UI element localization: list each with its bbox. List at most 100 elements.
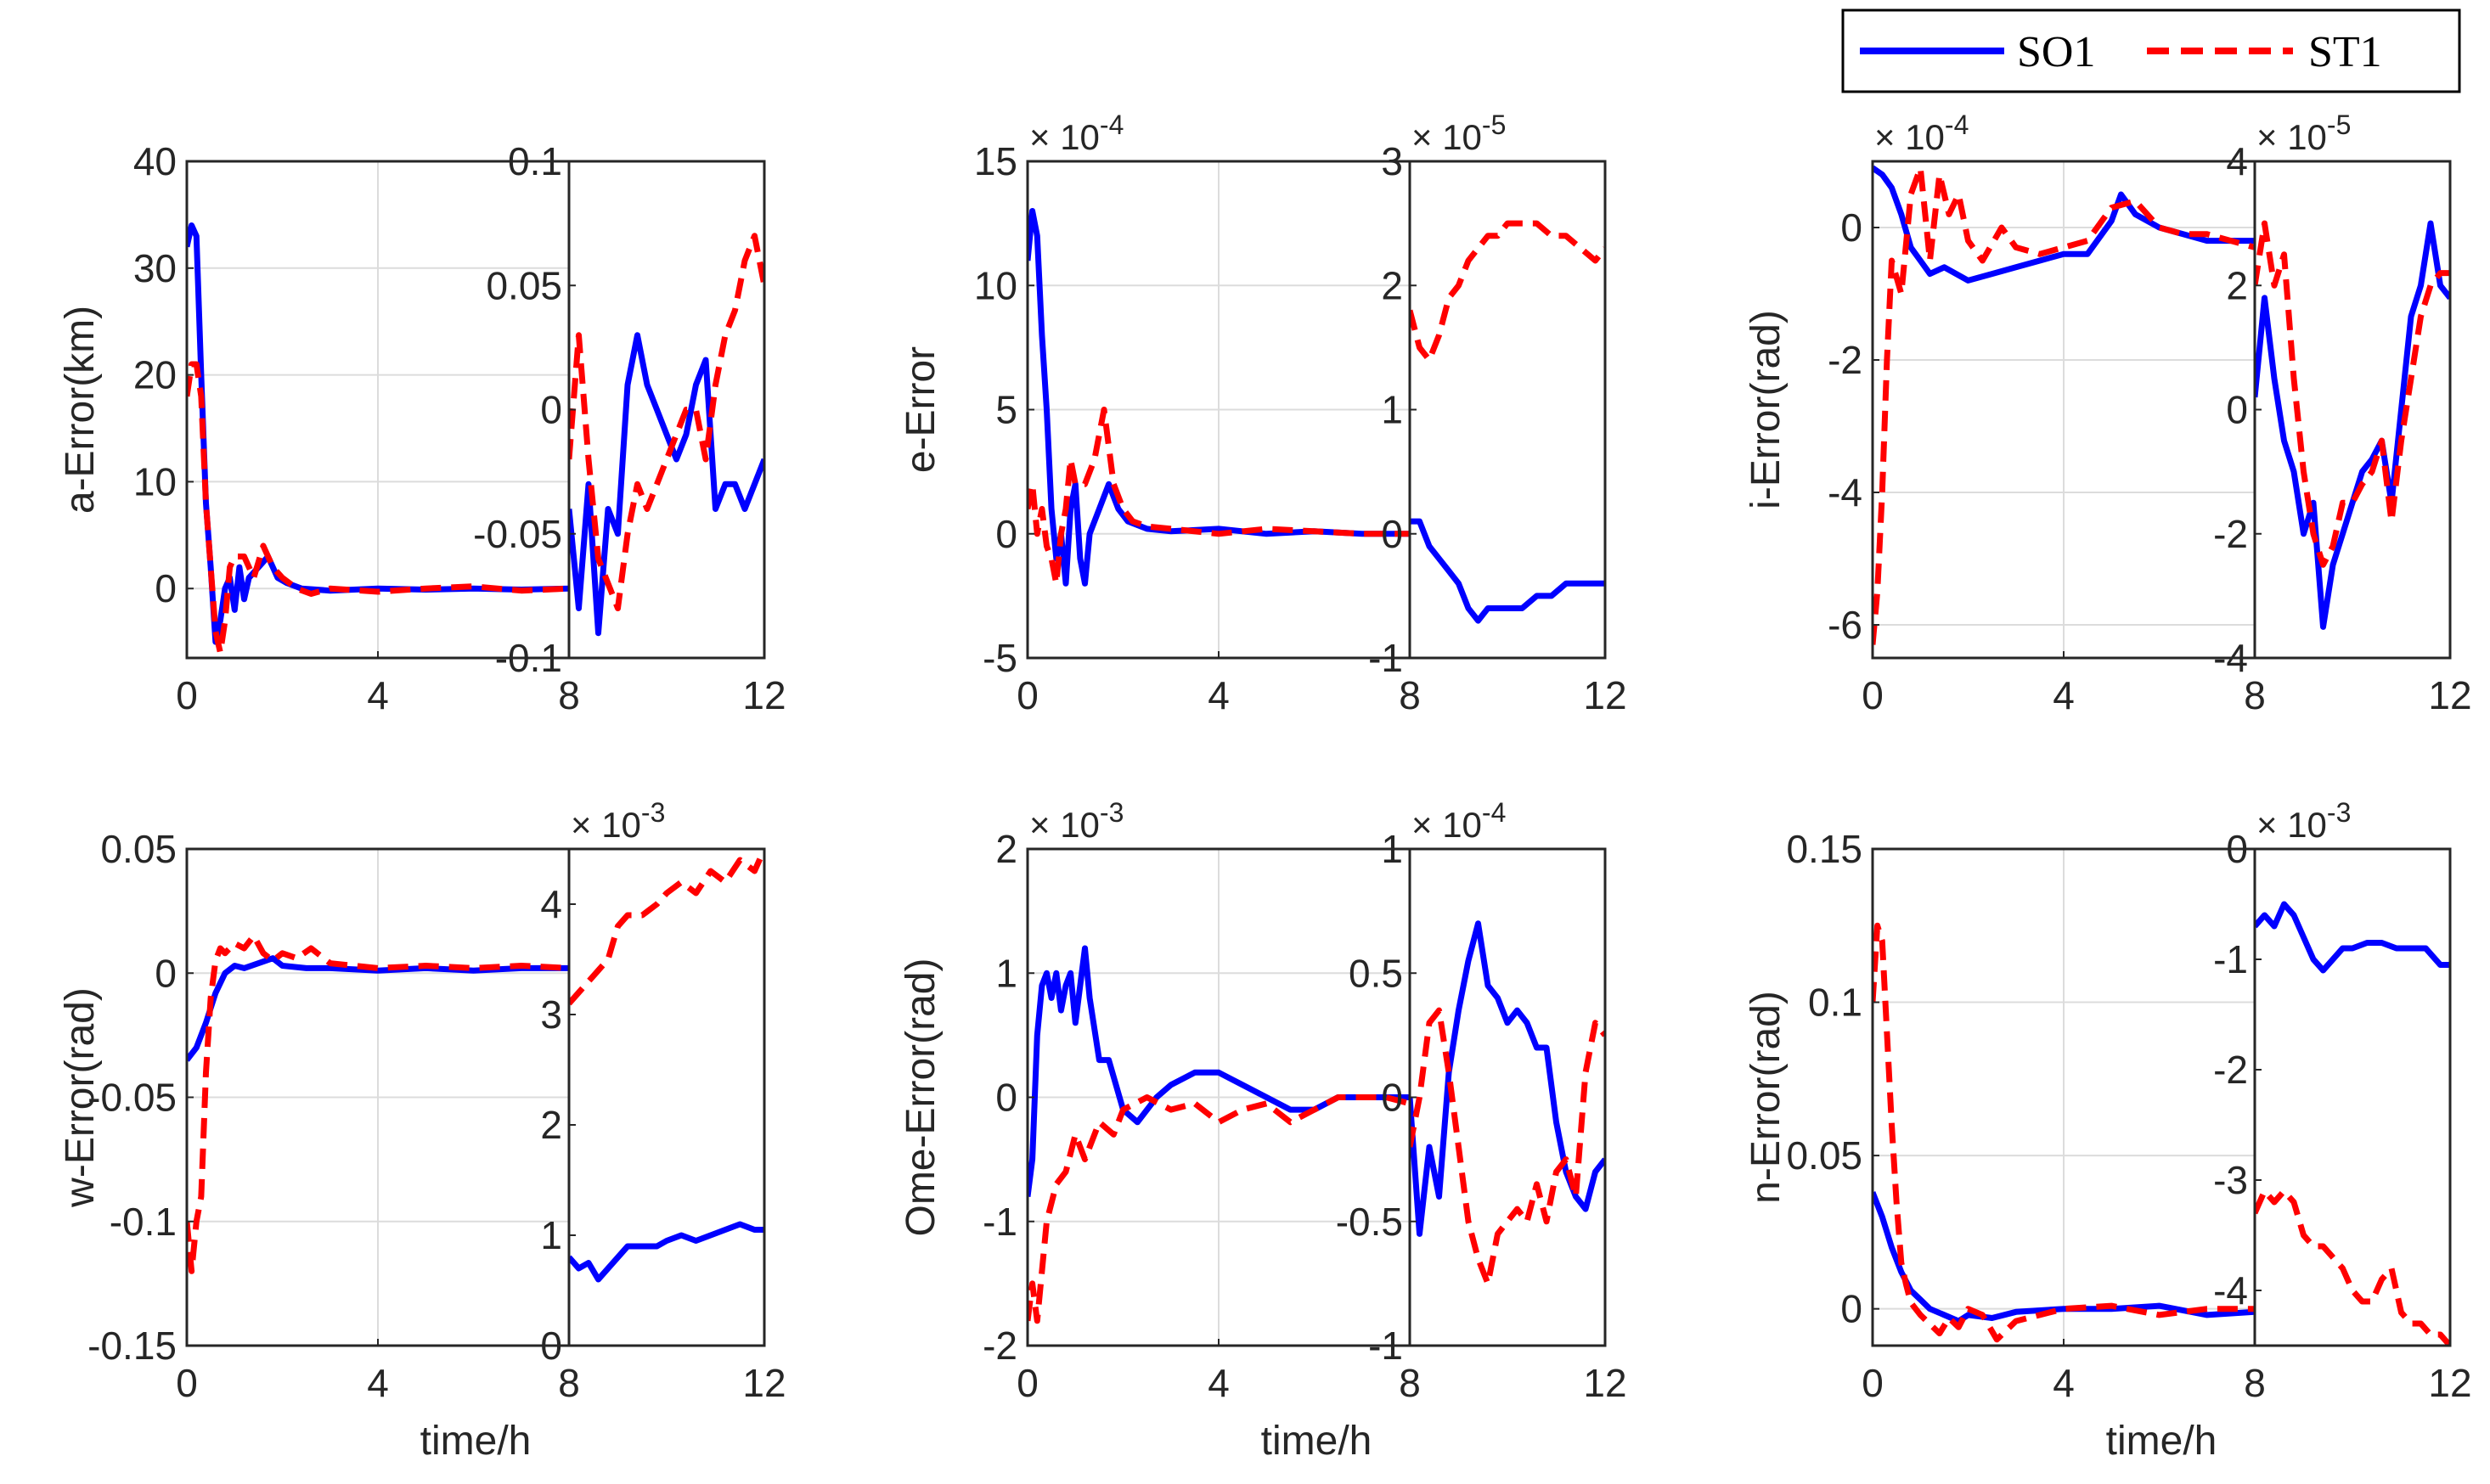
panel-left: 40 30 20 10 0 0 4 8 <box>133 139 580 717</box>
legend-label-st1: ST1 <box>2308 28 2382 76</box>
y-tick-label: -2 <box>983 1324 1017 1368</box>
series-so1-line <box>1028 945 1410 1197</box>
y-tick-label: -2 <box>2213 512 2248 556</box>
y-exponent-label: × 10-5 <box>2256 110 2351 157</box>
series-st1-line <box>1028 1094 1410 1324</box>
y-tick-label: 0.05 <box>1786 1133 1862 1178</box>
series-group <box>1873 165 2255 645</box>
y-tick-label: 0 <box>995 512 1017 556</box>
y-exponent-label: × 10-5 <box>1411 110 1506 157</box>
y-tick-label: -0.1 <box>495 636 562 680</box>
series-st1-line <box>187 932 569 1274</box>
x-tick-label: 0 <box>1862 1361 1884 1405</box>
y-tick-label: 0 <box>155 951 177 995</box>
series-group <box>569 849 764 1283</box>
y-exponent-label: × 10-4 <box>1029 110 1124 157</box>
y-tick-label: -1 <box>2213 937 2248 981</box>
y-tick-label: -0.1 <box>110 1200 177 1244</box>
series-so1-line <box>569 1221 764 1283</box>
x-tick-label: 12 <box>1583 673 1626 717</box>
y-tick-label: 15 <box>974 139 1017 183</box>
y-tick-label: 4 <box>2226 139 2248 183</box>
plot-area <box>569 161 764 658</box>
y-tick-label: 0 <box>1840 205 1862 250</box>
y-axis-label: w-Error(rad) <box>58 987 103 1208</box>
panel-right: 4 2 0 -2 -4 12 × 10-5 <box>2213 110 2471 717</box>
x-tick-label: 0 <box>176 673 198 717</box>
subplot-1: 40 30 20 10 0 0 4 8 0.1 0.05 0 -0.05 -0.1 12 a-Error(k… <box>58 139 786 717</box>
x-tick-label: 12 <box>742 1361 786 1405</box>
y-axis-label: e-Error <box>899 346 944 473</box>
series-so1-line <box>569 332 764 637</box>
y-tick-label: 0 <box>155 566 177 610</box>
y-tick-label: -0.5 <box>1336 1200 1403 1244</box>
y-tick-label: 3 <box>540 992 562 1037</box>
series-so1-line <box>1410 518 1605 624</box>
y-tick-label: 4 <box>540 882 562 926</box>
series-st1-line <box>187 361 569 656</box>
y-tick-label: -4 <box>1828 470 1862 514</box>
x-tick-label: 8 <box>558 673 580 717</box>
series-st1-line <box>1410 1007 1605 1287</box>
x-tick-label: 4 <box>2053 673 2075 717</box>
x-tick-label: 8 <box>558 1361 580 1405</box>
legend-label-so1: SO1 <box>2017 28 2095 76</box>
x-tick-label: 0 <box>1017 1361 1039 1405</box>
series-group <box>1410 220 1605 624</box>
y-exponent-label: × 10-4 <box>1411 797 1506 845</box>
y-tick-label: 0.05 <box>486 263 562 307</box>
y-tick-label: 10 <box>974 263 1017 307</box>
panel-left: 210-1-20 4 8× 10-3 <box>983 797 1421 1405</box>
plot-area <box>569 849 764 1346</box>
plot-area <box>2255 849 2450 1346</box>
x-tick-label: 12 <box>1583 1361 1626 1405</box>
x-tick-label: 4 <box>2053 1361 2075 1405</box>
y-axis-label: i-Error(rad) <box>1744 310 1789 509</box>
series-group <box>187 222 569 656</box>
y-tick-label: 0.5 <box>1349 951 1403 995</box>
y-tick-label: -6 <box>1828 603 1862 647</box>
y-tick-label: 0 <box>540 388 562 432</box>
x-axis-label: time/h <box>2106 1419 2217 1464</box>
y-tick-label: 0.1 <box>508 139 562 183</box>
y-tick-label: 1 <box>540 1213 562 1257</box>
y-tick-label: -3 <box>2213 1158 2248 1202</box>
subplot-5: 210-1-20 4 8× 10-310.50-0.5-112× 10-4Ome-E… <box>899 797 1627 1464</box>
y-tick-label: 2 <box>2226 263 2248 307</box>
series-group <box>569 233 764 637</box>
y-tick-label: -4 <box>2213 1268 2248 1313</box>
panel-right: 3 2 1 0 -1 12 × 10-5 <box>1368 110 1626 717</box>
y-tick-label: 30 <box>133 246 177 290</box>
axes-box <box>567 847 766 1347</box>
series-st1-line <box>2255 220 2450 568</box>
y-tick-label: -0.05 <box>473 512 562 556</box>
x-tick-label: 4 <box>1208 673 1230 717</box>
y-tick-label: 0 <box>1381 512 1403 556</box>
series-so1-line <box>1028 208 1410 587</box>
y-tick-label: 2 <box>995 827 1017 871</box>
y-tick-label: 1 <box>1381 827 1403 871</box>
series-st1-line <box>569 233 764 611</box>
series-st1-line <box>1873 922 2255 1343</box>
panel-right: 1 0.5 0 -0.5 -1 12 × 10-4 <box>1336 797 1627 1405</box>
x-tick-label: 8 <box>2244 1361 2266 1405</box>
y-tick-label: 0 <box>1381 1076 1403 1120</box>
y-tick-label: 1 <box>1381 388 1403 432</box>
y-tick-label: 20 <box>133 353 177 397</box>
series-group <box>1028 208 1410 587</box>
series-so1-line <box>187 222 569 645</box>
y-tick-label: 3 <box>1381 139 1403 183</box>
y-tick-label: 0 <box>2226 827 2248 871</box>
y-tick-label: 0 <box>1840 1287 1862 1331</box>
axes-box <box>2253 847 2452 1347</box>
series-group <box>1873 922 2255 1343</box>
panel-right: 4 3 2 1 0 12 × 10-3 <box>540 797 786 1405</box>
y-tick-label: 0.1 <box>1808 981 1862 1025</box>
